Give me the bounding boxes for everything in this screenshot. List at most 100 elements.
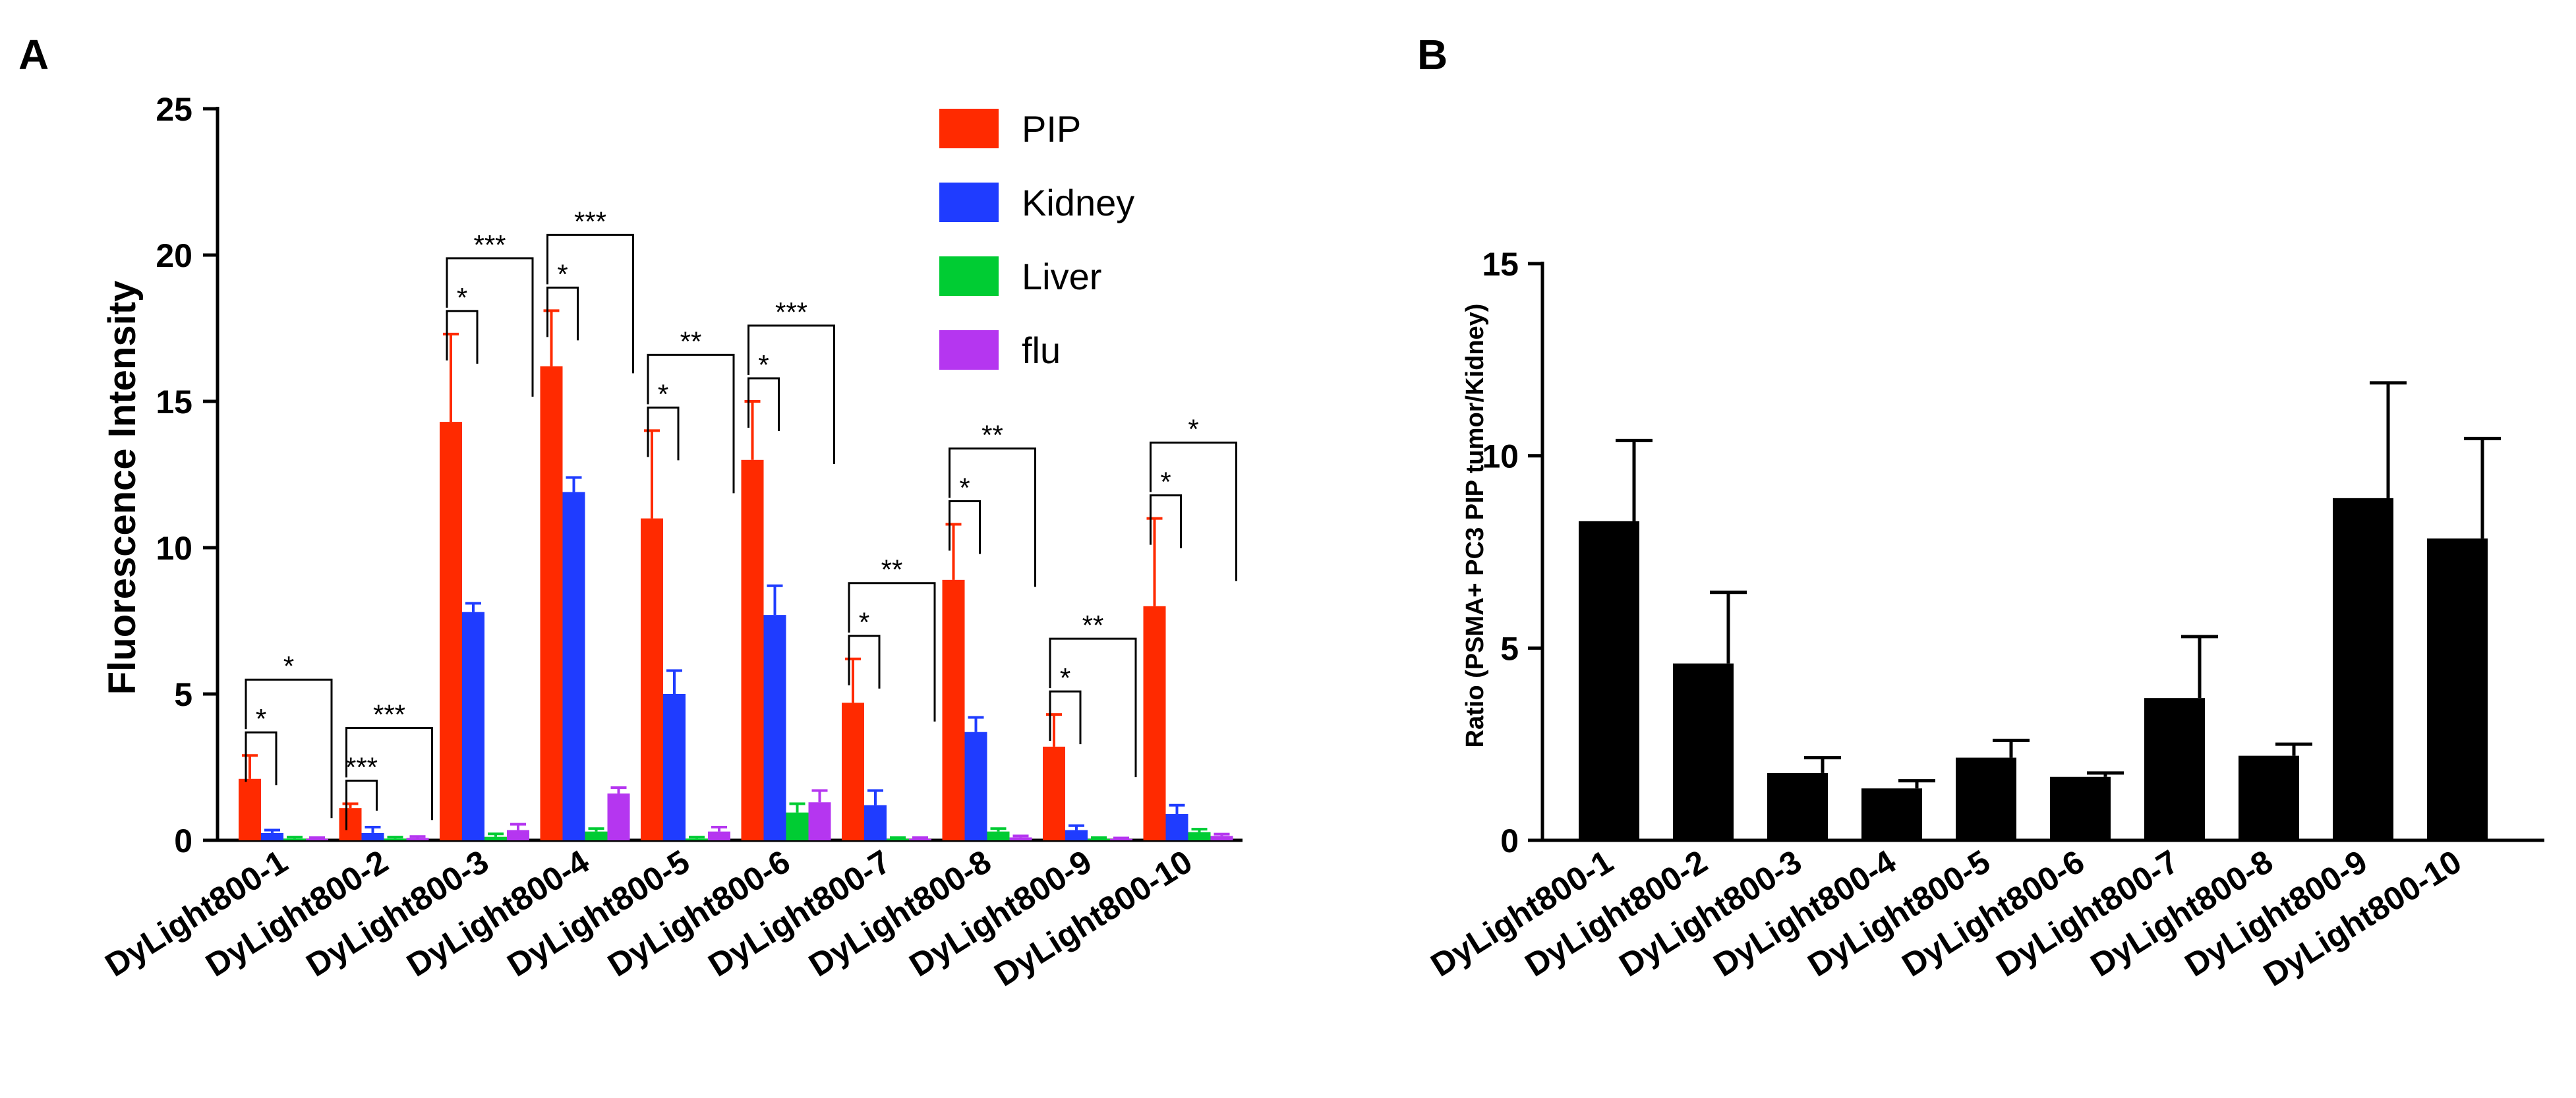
significance-label: *** bbox=[574, 206, 606, 237]
significance-bracket bbox=[1150, 494, 1182, 548]
bar-flu bbox=[808, 802, 831, 840]
y-tick-label: 25 bbox=[156, 91, 192, 128]
y-tick-label: 15 bbox=[156, 384, 192, 420]
y-tick-label: 10 bbox=[156, 530, 192, 567]
significance-label: *** bbox=[775, 297, 807, 328]
bar-pip bbox=[540, 366, 563, 840]
bar-ratio bbox=[1956, 757, 2016, 840]
y-tick-label: 5 bbox=[1500, 630, 1519, 667]
bar-kidney bbox=[1165, 814, 1188, 840]
bar-kidney bbox=[462, 612, 484, 840]
bar-pip bbox=[440, 422, 462, 840]
bar-flu bbox=[507, 830, 529, 840]
significance-bracket bbox=[1150, 442, 1237, 581]
bar-ratio bbox=[2050, 776, 2111, 840]
bar-liver bbox=[987, 831, 1010, 840]
significance-label: *** bbox=[473, 229, 506, 260]
bar-ratio bbox=[2239, 755, 2299, 840]
y-tick-label: 5 bbox=[174, 676, 192, 713]
bar-ratio bbox=[2144, 698, 2205, 840]
significance-label: * bbox=[557, 258, 568, 289]
bar-kidney bbox=[663, 694, 686, 840]
legend-label-flu: flu bbox=[1022, 330, 1061, 371]
bar-liver bbox=[786, 812, 809, 840]
significance-bracket bbox=[647, 406, 680, 461]
bar-ratio bbox=[1767, 772, 1828, 840]
y-tick-label: 15 bbox=[1482, 246, 1519, 283]
bar-flu bbox=[406, 838, 429, 840]
bar-liver bbox=[384, 838, 407, 840]
significance-label: * bbox=[283, 650, 294, 681]
bar-flu bbox=[306, 838, 328, 840]
significance-label: ** bbox=[680, 326, 702, 357]
bar-pip bbox=[942, 579, 965, 840]
significance-label: * bbox=[457, 282, 467, 313]
significance-bracket bbox=[345, 727, 433, 821]
y-tick-label: 20 bbox=[156, 237, 192, 274]
legend-swatch-kidney bbox=[939, 183, 999, 222]
significance-bracket bbox=[848, 635, 881, 689]
bar-ratio bbox=[2427, 538, 2488, 840]
significance-bracket bbox=[245, 678, 333, 819]
significance-label: * bbox=[1160, 467, 1171, 498]
y-axis-title: Ratio (PSMA+ PC3 PIP tumor/Kidney) bbox=[1461, 304, 1489, 748]
significance-bracket bbox=[747, 324, 835, 464]
significance-bracket bbox=[1049, 637, 1137, 778]
bar-pip bbox=[1143, 606, 1166, 840]
bar-ratio bbox=[2333, 498, 2393, 840]
bar-liver bbox=[283, 838, 306, 840]
bar-flu bbox=[607, 793, 630, 840]
legend-swatch-flu bbox=[939, 330, 999, 370]
bar-flu bbox=[1210, 836, 1233, 840]
significance-bracket bbox=[647, 353, 735, 494]
bar-flu bbox=[909, 838, 931, 840]
significance-bracket bbox=[848, 582, 936, 722]
legend-swatch-liver bbox=[939, 256, 999, 296]
significance-label: ** bbox=[1082, 610, 1104, 641]
bar-ratio bbox=[1673, 663, 1734, 840]
bar-liver bbox=[887, 838, 909, 840]
significance-bracket bbox=[546, 286, 579, 341]
bar-pip bbox=[641, 518, 663, 840]
legend-label-pip: PIP bbox=[1022, 108, 1081, 150]
significance-bracket bbox=[446, 257, 534, 397]
bar-liver bbox=[585, 831, 608, 840]
significance-bracket bbox=[949, 500, 981, 554]
bar-kidney bbox=[964, 732, 987, 840]
legend-label-kidney: Kidney bbox=[1022, 182, 1134, 223]
bar-pip bbox=[842, 703, 864, 840]
bar-ratio bbox=[1579, 521, 1639, 840]
bar-kidney bbox=[1065, 830, 1088, 840]
bar-liver bbox=[1188, 832, 1211, 840]
significance-bracket bbox=[1049, 690, 1082, 745]
significance-bracket bbox=[747, 377, 780, 431]
significance-label: * bbox=[658, 378, 668, 409]
significance-label: * bbox=[1188, 414, 1198, 445]
significance-bracket bbox=[949, 447, 1036, 587]
significance-label: * bbox=[256, 703, 266, 734]
panel-a-label: A bbox=[18, 31, 49, 78]
significance-bracket bbox=[345, 780, 378, 830]
bar-kidney bbox=[562, 492, 585, 840]
bar-kidney bbox=[864, 805, 887, 840]
bar-ratio bbox=[1861, 788, 1922, 840]
bar-pip bbox=[239, 778, 261, 840]
significance-label: * bbox=[1060, 662, 1070, 693]
y-tick-label: 0 bbox=[1500, 823, 1519, 859]
legend-label-liver: Liver bbox=[1022, 256, 1101, 297]
significance-label: ** bbox=[981, 419, 1003, 450]
panel-b-chart: 0 5 10 15 Ratio (PSMA+ PC3 PIP tumor/Kidney)… bbox=[1424, 246, 2544, 993]
significance-label: ** bbox=[881, 554, 903, 585]
significance-label: *** bbox=[345, 752, 378, 783]
bar-kidney bbox=[261, 832, 283, 840]
significance-label: * bbox=[959, 472, 970, 503]
bar-flu bbox=[1009, 837, 1032, 840]
bar-liver bbox=[484, 836, 507, 840]
significance-label: *** bbox=[373, 699, 405, 730]
panel-b-label: B bbox=[1417, 31, 1448, 78]
bar-liver bbox=[1088, 838, 1110, 840]
bar-liver bbox=[686, 838, 708, 840]
bar-pip bbox=[339, 808, 362, 840]
y-axis-title: Fluorescence Intensity bbox=[101, 281, 144, 695]
